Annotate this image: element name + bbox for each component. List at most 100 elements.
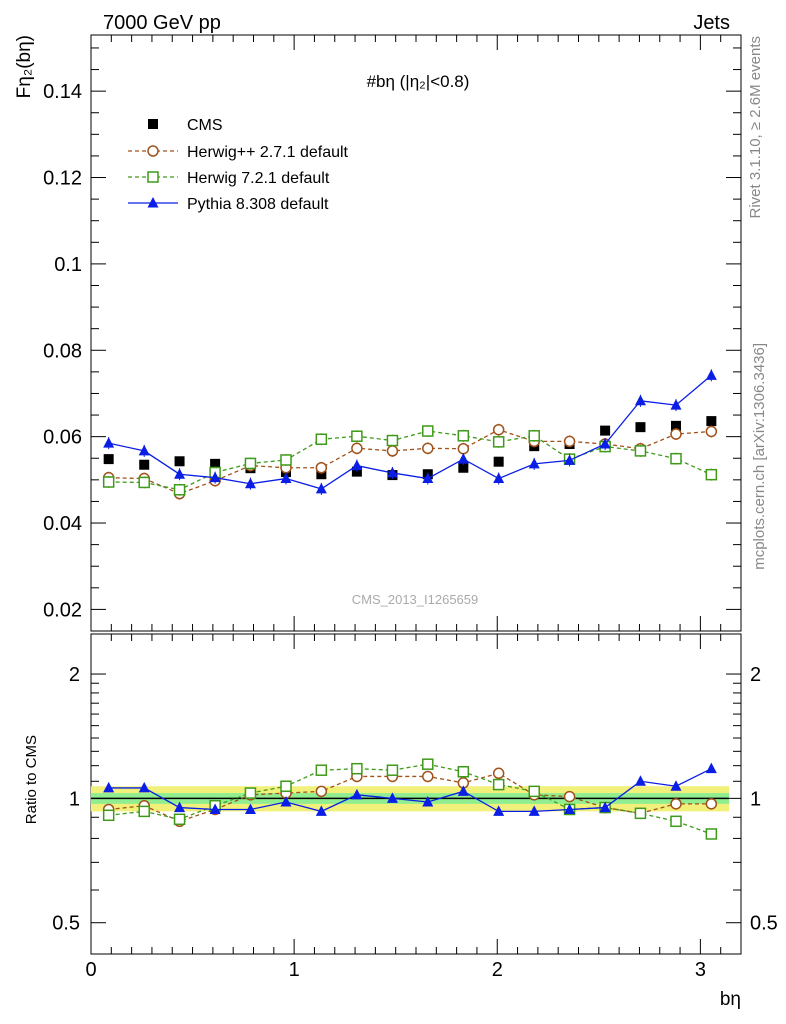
- ratio-point: [209, 803, 221, 814]
- data-point: [351, 430, 363, 442]
- ratio-point: [351, 762, 363, 775]
- ratio-y-tick-label-right: 2: [750, 664, 761, 686]
- data-point: [705, 369, 717, 380]
- data-point: [458, 462, 469, 473]
- series-1: [102, 423, 718, 500]
- header-right: Jets: [693, 12, 730, 34]
- ratio-point: [492, 778, 505, 791]
- y-tick-label: 0.02: [43, 599, 82, 621]
- data-point: [457, 442, 470, 455]
- ratio-point: [705, 798, 718, 810]
- ratio-point: [173, 813, 186, 826]
- rivet-label: Rivet 3.1.10, ≥ 2.6M events: [747, 36, 764, 219]
- ratio-y-tick-label-right: 0.5: [750, 913, 778, 935]
- data-point: [351, 466, 362, 477]
- data-point: [316, 469, 327, 480]
- ratio-point: [422, 796, 434, 807]
- y-tick-label: 0.14: [43, 81, 82, 103]
- data-point: [138, 476, 150, 489]
- ratio-line: [108, 768, 712, 813]
- series-3: [103, 369, 717, 495]
- data-point: [706, 416, 717, 427]
- y-axis-label-main: Fη₂(bη): [14, 35, 35, 98]
- data-point: [705, 468, 718, 481]
- x-tick-label: 3: [695, 959, 706, 981]
- data-point: [457, 453, 469, 464]
- legend-label-herwig7: Herwig 7.2.1 default: [187, 170, 330, 187]
- ratio-point: [315, 805, 327, 816]
- ratio-point: [493, 805, 505, 816]
- ratio-point: [528, 785, 540, 798]
- ratio-point: [634, 775, 646, 786]
- data-point: [351, 442, 363, 455]
- ratio-point: [528, 805, 540, 816]
- data-point: [599, 437, 611, 449]
- ratio-point: [244, 787, 257, 799]
- ratio-line: [108, 763, 712, 835]
- legend-marker: [148, 119, 158, 129]
- data-point: [528, 430, 540, 442]
- data-point: [492, 423, 505, 436]
- data-point: [244, 457, 257, 470]
- data-point: [670, 399, 682, 410]
- axes: 0 1 2 3 0.02 0.04 0.06 0.08 0.1 0.12 0.14 0.5 0.5 1 1 2…: [43, 35, 778, 981]
- ratio-series-2: [103, 762, 717, 816]
- data-point: [564, 454, 576, 465]
- ratio-point: [670, 780, 682, 791]
- ratio-point: [670, 815, 682, 828]
- x-tick-label: 2: [492, 959, 503, 981]
- data-point: [138, 444, 150, 456]
- data-point: [600, 425, 611, 436]
- data-point: [492, 436, 505, 448]
- data-point: [315, 461, 328, 474]
- y-tick-label: 0.08: [43, 340, 82, 362]
- ratio-point: [102, 809, 115, 822]
- legend-label-cms: CMS: [187, 117, 223, 134]
- data-point: [635, 422, 646, 433]
- legend-label-pythia: Pythia 8.308 default: [187, 196, 329, 213]
- y-axis-label-ratio: Ratio to CMS: [23, 735, 40, 824]
- ratio-point: [280, 796, 292, 807]
- legend-marker: [147, 171, 159, 183]
- data-point: [493, 456, 504, 467]
- ratio-y-tick-label: 2: [69, 664, 80, 686]
- data-point: [103, 454, 114, 465]
- data-point: [102, 476, 115, 488]
- data-point: [493, 472, 505, 484]
- ratio-point: [563, 790, 576, 803]
- data-point: [670, 452, 682, 465]
- data-point: [209, 471, 221, 483]
- data-point: [315, 482, 327, 494]
- ratio-point: [138, 781, 150, 793]
- ratio-point: [315, 785, 328, 798]
- data-point: [280, 472, 292, 484]
- x-axis-label: bη: [720, 989, 741, 1010]
- series-line: [108, 430, 712, 491]
- ratio-y-tick-label: 1: [69, 788, 80, 810]
- ratio-point: [670, 798, 682, 810]
- ratio-line: [108, 772, 712, 823]
- series-2: [102, 425, 718, 496]
- y-tick-label: 0.04: [43, 513, 82, 535]
- ratio-point: [564, 803, 576, 814]
- data-point: [386, 466, 398, 478]
- ratio-point: [599, 801, 611, 813]
- mcplots-label: mcplots.cern.ch [arXiv:1306.3436]: [751, 343, 768, 570]
- data-point: [280, 454, 292, 466]
- plot-title: #bη (|η₂|<0.8): [367, 72, 470, 91]
- ratio-point: [351, 788, 363, 800]
- data-point: [174, 468, 186, 479]
- data-point: [670, 428, 682, 440]
- y-tick-label: 0.12: [43, 168, 82, 190]
- data-point: [422, 425, 434, 437]
- header-left: 7000 GeV pp: [103, 12, 221, 34]
- series-line: [108, 374, 712, 490]
- ratio-point: [386, 764, 399, 776]
- y-tick-label: 0.06: [43, 427, 82, 449]
- series-line: [108, 429, 712, 495]
- data-point: [174, 456, 185, 467]
- ratio-point: [457, 785, 469, 796]
- ratio-point: [103, 781, 115, 793]
- ratio-point: [705, 762, 717, 774]
